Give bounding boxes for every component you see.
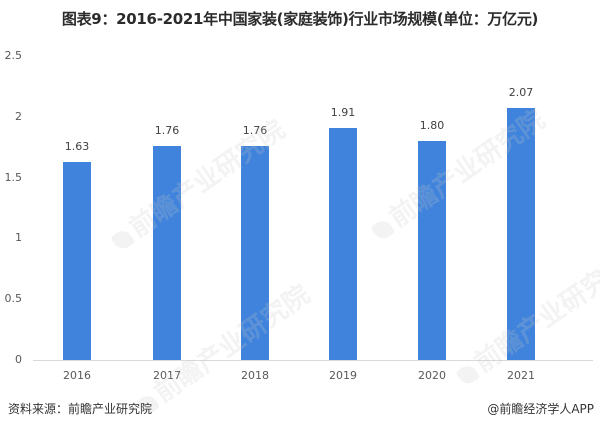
bar-2018 — [241, 145, 269, 360]
x-tick-label: 2017 — [153, 369, 181, 382]
source-note: 资料来源：前瞻产业研究院 — [8, 402, 153, 416]
value-label: 1.91 — [330, 105, 356, 119]
y-tick-label: 2.5 — [4, 49, 23, 62]
value-label: 1.76 — [154, 123, 180, 137]
bar-2021 — [507, 108, 535, 360]
x-tick-label: 2016 — [63, 369, 91, 382]
y-tick-label: 0 — [15, 353, 22, 366]
x-tick-label: 2019 — [329, 369, 357, 382]
bar-2019 — [329, 127, 357, 360]
value-label: 1.63 — [64, 139, 90, 153]
value-label: 1.76 — [242, 123, 268, 137]
y-tick-label: 0.5 — [4, 292, 23, 306]
y-tick-label: 1.5 — [4, 170, 23, 184]
y-tick-label: 1 — [15, 231, 22, 245]
chart-title: 图表9：2016-2021年中国家装(家庭装饰)行业市场规模(单位：万亿元) — [61, 10, 539, 28]
bar-2017 — [153, 145, 181, 360]
y-tick-label: 2 — [15, 109, 22, 123]
bar-2020 — [418, 141, 446, 360]
bar-chart: 0 0.5 1 1.5 2 2.5 1.63 1.76 1.76 1.91 1.80 2.07 20… — [4, 49, 593, 382]
bar-2016 — [63, 161, 91, 360]
x-tick-label: 2020 — [418, 369, 446, 382]
x-axis-line — [33, 360, 593, 361]
credit-note: @前瞻经济学人APP — [487, 402, 594, 416]
value-label: 1.80 — [419, 119, 445, 133]
x-tick-label: 2021 — [507, 369, 535, 382]
x-tick-label: 2018 — [241, 369, 269, 382]
value-label: 2.07 — [508, 86, 534, 100]
